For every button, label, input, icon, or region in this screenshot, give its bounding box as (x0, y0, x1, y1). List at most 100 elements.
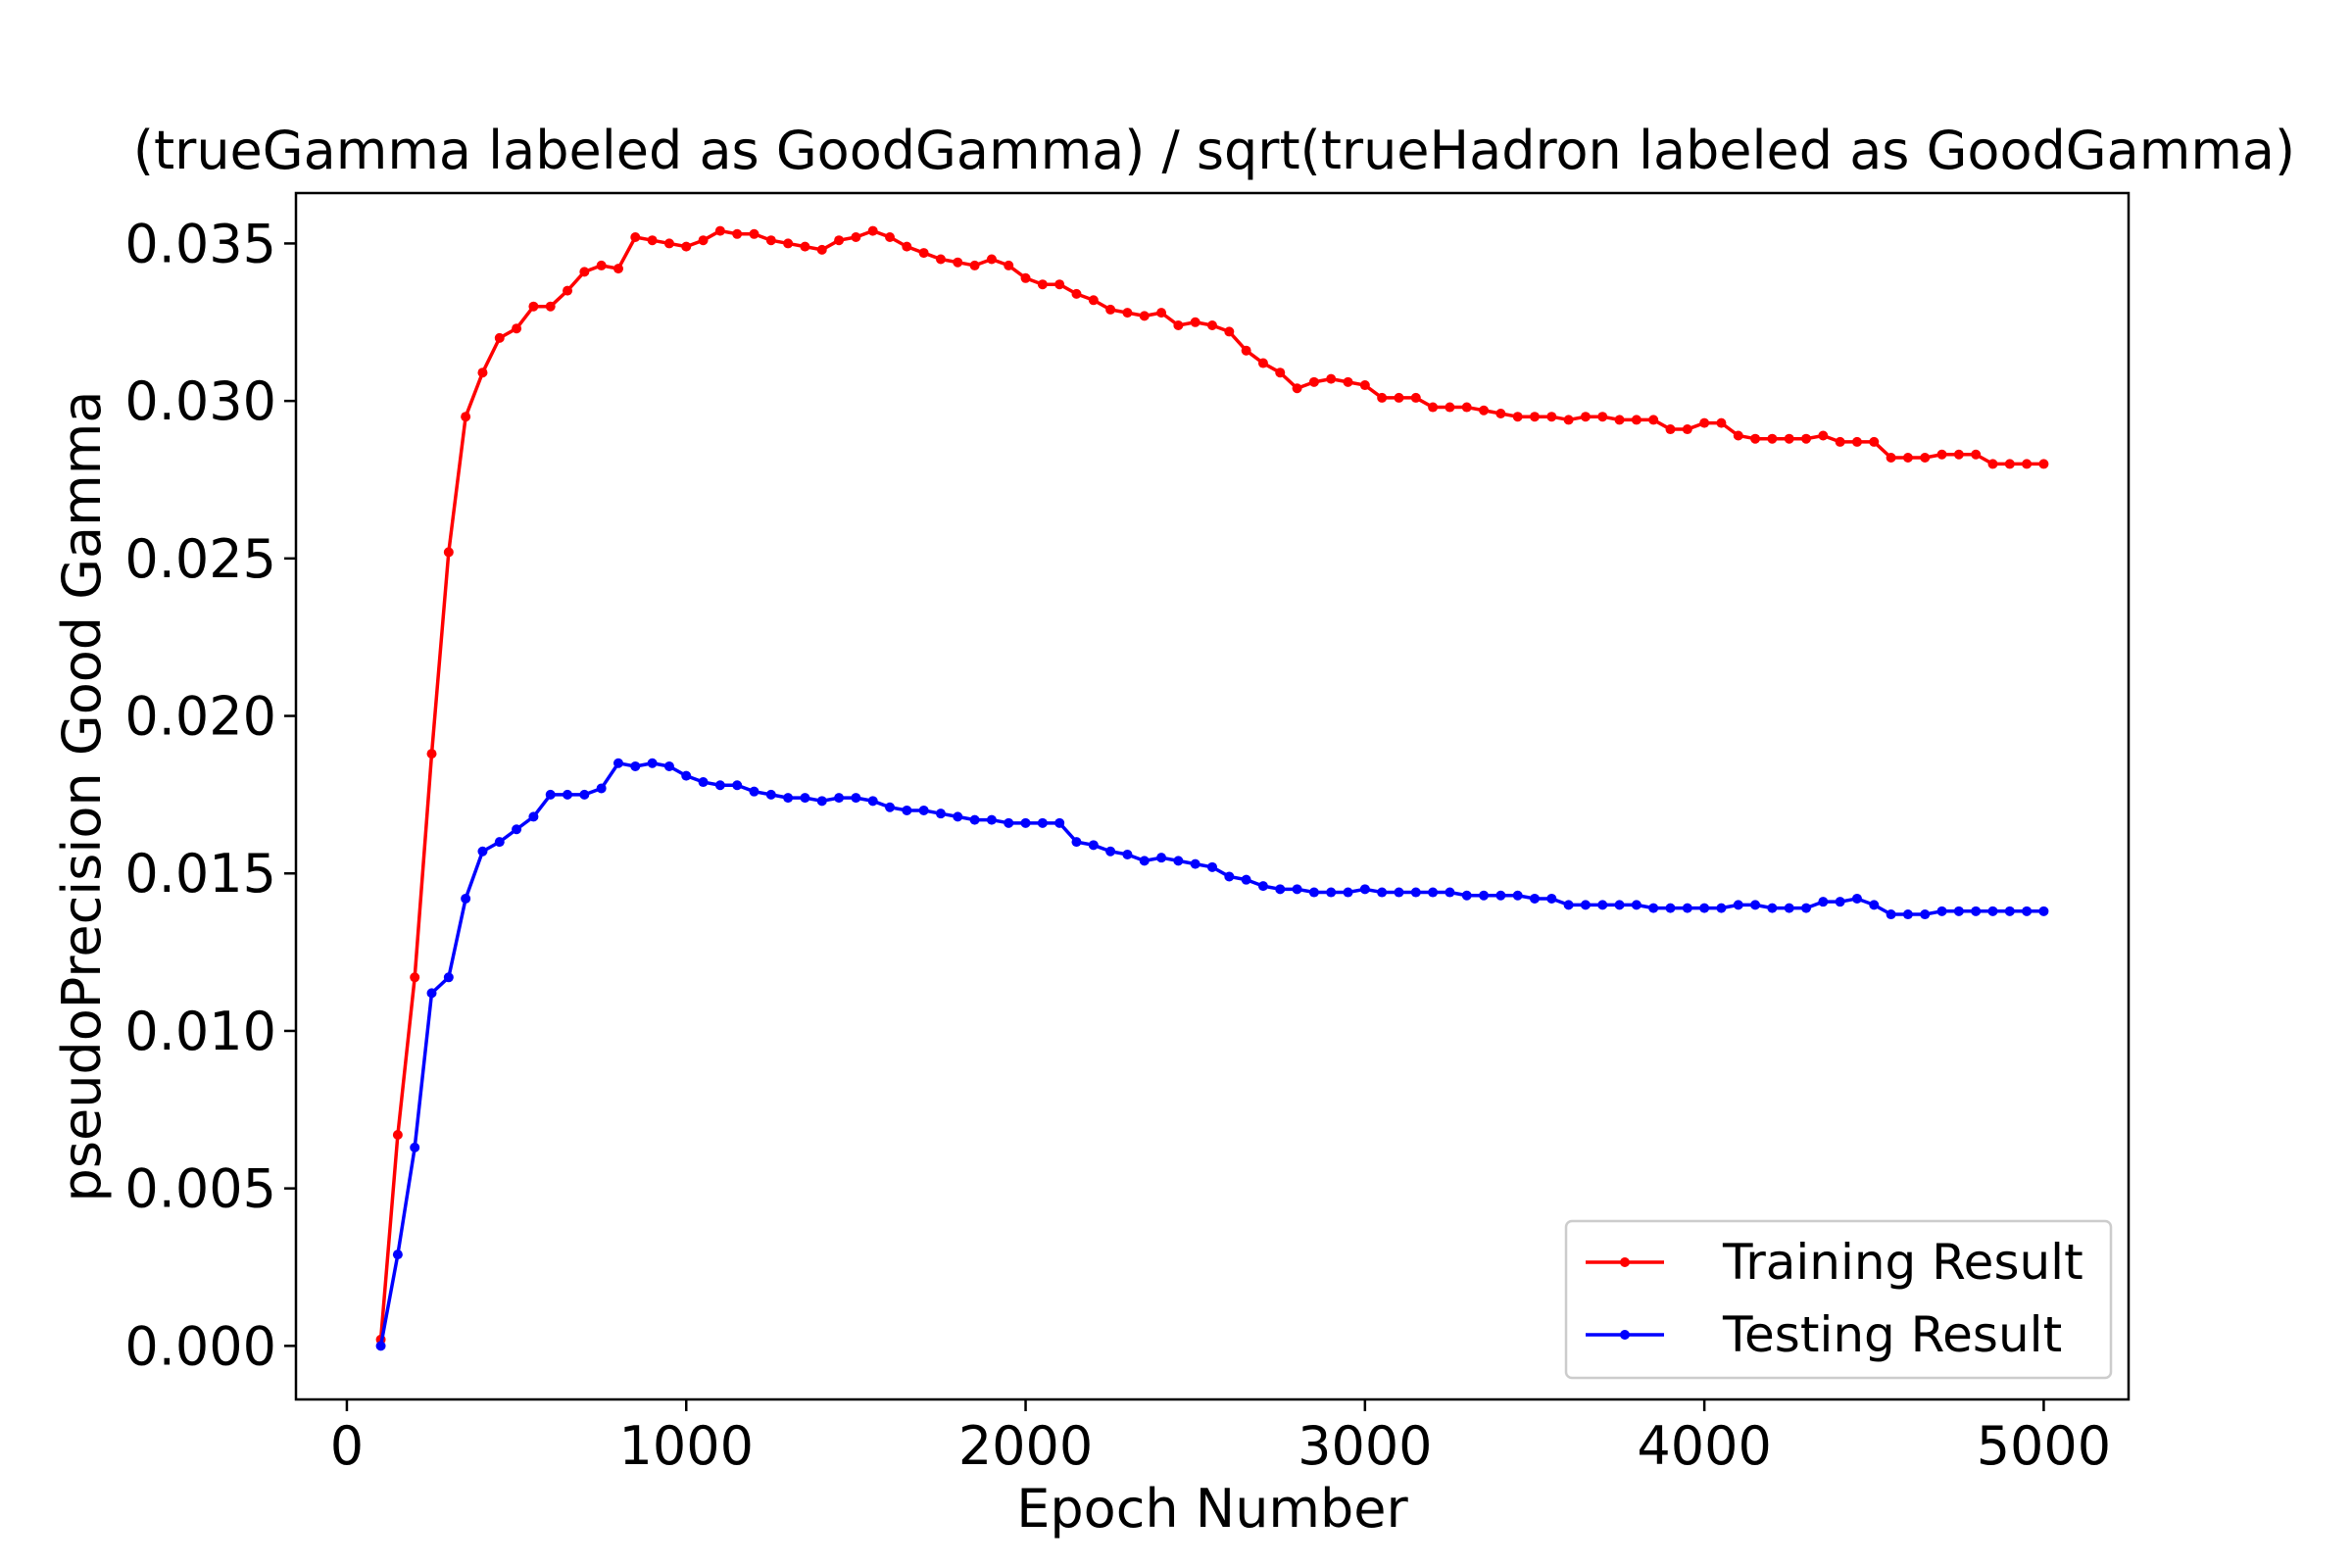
data-point (867, 225, 878, 236)
legend-box (1564, 1219, 2113, 1380)
data-point (1886, 909, 1896, 920)
data-point (1275, 884, 1286, 895)
data-point (1004, 260, 1014, 270)
data-point (1665, 903, 1676, 913)
data-point (630, 231, 641, 242)
data-point (1953, 906, 1964, 916)
x-tick-label: 5000 (1977, 1415, 2111, 1477)
data-point (1207, 861, 1217, 872)
data-point (612, 758, 623, 768)
data-point (1359, 380, 1370, 391)
data-point (1750, 433, 1761, 444)
data-point (1851, 893, 1862, 904)
data-point (1410, 887, 1421, 898)
y-tick-label: 0.025 (124, 528, 276, 590)
data-point (1479, 890, 1490, 901)
legend-label: Training Result (1722, 1234, 2083, 1291)
data-point (1377, 887, 1388, 898)
data-point (1716, 903, 1727, 913)
data-point (1767, 433, 1778, 444)
data-point (1631, 415, 1642, 425)
data-point (512, 323, 522, 334)
data-point (545, 789, 556, 800)
data-point (1037, 279, 1048, 290)
data-point (969, 814, 980, 825)
data-point (1428, 887, 1439, 898)
data-point (1835, 897, 1845, 907)
x-tick-label: 2000 (958, 1415, 1093, 1477)
data-point (800, 793, 810, 804)
data-point (1410, 392, 1421, 403)
data-point (1428, 402, 1439, 413)
data-point (681, 241, 692, 252)
data-point (1343, 376, 1353, 387)
data-point (1614, 900, 1625, 910)
data-point (477, 368, 488, 378)
data-point (612, 264, 623, 274)
data-point (1614, 415, 1625, 425)
data-point (2022, 906, 2033, 916)
data-point (1529, 412, 1540, 422)
data-point (1037, 817, 1048, 828)
data-point (1088, 840, 1099, 851)
data-point (1665, 424, 1676, 435)
data-point (1971, 906, 1982, 916)
series-layer (375, 225, 2049, 1351)
data-point (1445, 402, 1455, 413)
x-axis-label: Epoch Number (1016, 1478, 1408, 1540)
data-point (1054, 279, 1065, 290)
y-tick-label: 0.000 (124, 1315, 276, 1377)
data-point (1716, 417, 1727, 428)
data-point (647, 758, 658, 768)
data-point (1071, 837, 1082, 848)
data-point (1987, 459, 1998, 469)
data-point (885, 802, 896, 812)
legend: Training Result Testing Result (1564, 1219, 2113, 1380)
data-point (1851, 436, 1862, 447)
data-point (1682, 424, 1692, 435)
data-point (749, 786, 760, 797)
data-point (443, 972, 454, 983)
data-point (545, 301, 556, 312)
data-point (1902, 909, 1913, 920)
data-point (1750, 900, 1761, 910)
data-point (1529, 893, 1540, 904)
data-point (1597, 900, 1608, 910)
data-point (1936, 449, 1947, 460)
legend-marker (1620, 1330, 1630, 1340)
data-point (1241, 874, 1251, 885)
data-point (1257, 358, 1268, 368)
data-point (1580, 412, 1591, 422)
data-point (1292, 884, 1302, 895)
data-point (1953, 449, 1964, 460)
data-point (1394, 392, 1404, 403)
data-point (953, 811, 963, 822)
data-point (851, 231, 861, 242)
data-point (1308, 376, 1319, 387)
data-point (1275, 368, 1286, 378)
data-point (902, 805, 912, 815)
data-point (1784, 433, 1794, 444)
data-point (1139, 311, 1150, 321)
data-point (1207, 319, 1217, 330)
y-tick-label: 0.015 (124, 843, 276, 905)
data-point (867, 796, 878, 807)
data-point (1343, 887, 1353, 898)
data-point (1987, 906, 1998, 916)
data-point (426, 749, 437, 760)
data-point (1004, 817, 1014, 828)
data-point (1784, 903, 1794, 913)
data-point (816, 796, 827, 807)
data-point (1020, 272, 1031, 283)
data-point (732, 228, 743, 239)
data-point (1648, 415, 1659, 425)
data-point (1801, 903, 1812, 913)
y-tick-label: 0.020 (124, 686, 276, 748)
data-point (1733, 900, 1743, 910)
data-point (392, 1250, 403, 1260)
data-point (1902, 452, 1913, 463)
data-point (714, 225, 725, 236)
y-tick-label: 0.035 (124, 213, 276, 274)
data-point (1122, 308, 1133, 318)
data-point (1631, 900, 1642, 910)
